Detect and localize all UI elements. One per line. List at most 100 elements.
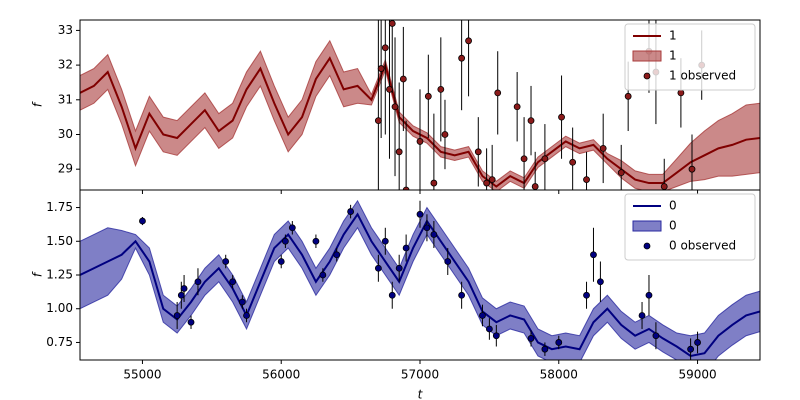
observed-point: [430, 231, 438, 238]
plot-area: [80, 20, 760, 190]
observed-point: [388, 20, 396, 27]
observed-point: [288, 224, 296, 232]
observed-point: [555, 339, 563, 346]
legend: 1 1 1 observed: [624, 23, 756, 91]
observed-point: [424, 92, 432, 100]
legend-box: [624, 23, 756, 91]
observed-point: [319, 271, 327, 279]
observed-point: [687, 345, 695, 353]
observed-point: [222, 258, 230, 265]
y-tick-label: 1.25: [46, 268, 73, 282]
observed-point: [660, 183, 668, 190]
observed-point: [444, 258, 452, 265]
observed-point: [386, 85, 393, 93]
legend-label: 0 observed: [669, 239, 736, 253]
observed-point: [416, 138, 424, 145]
legend-label: 0: [669, 199, 677, 213]
legend-marker: [643, 72, 651, 80]
observed-point: [388, 291, 396, 299]
y-tick-label: 29: [58, 162, 73, 176]
observed-point: [494, 89, 502, 97]
legend-label: 1: [669, 49, 677, 63]
x-tick-label: 56000: [262, 368, 300, 382]
observed-point: [492, 332, 500, 340]
confidence-band: [80, 39, 760, 190]
observed-point: [430, 179, 438, 187]
observed-point: [458, 291, 466, 299]
observed-point: [423, 224, 431, 232]
observed-point: [583, 291, 590, 299]
legend-label: 1 observed: [669, 69, 736, 83]
observed-point: [599, 144, 607, 152]
observed-point: [617, 169, 625, 177]
y-tick-label: 33: [58, 23, 73, 37]
legend: 0 0 0 observed: [624, 193, 756, 261]
y-axis-label: f: [31, 101, 45, 107]
observed-point: [520, 155, 528, 163]
mean-line: [80, 212, 760, 358]
observed-point: [377, 65, 385, 72]
observed-point: [381, 237, 389, 245]
observed-point: [488, 176, 496, 183]
observed-point: [569, 158, 577, 166]
observed-point: [531, 183, 539, 190]
observed-point: [645, 291, 653, 299]
y-tick-label: 32: [58, 58, 73, 72]
observed-point: [238, 298, 246, 306]
x-tick-label: 58000: [540, 368, 578, 382]
observed-point: [277, 258, 285, 265]
observed-point: [374, 117, 382, 125]
legend-patch: [632, 220, 662, 232]
observed-point: [187, 318, 195, 326]
observed-point: [513, 103, 521, 111]
y-tick-label: 1.50: [46, 234, 73, 248]
observed-point: [590, 251, 597, 259]
legend-patch: [632, 50, 662, 62]
observed-point: [229, 278, 237, 286]
confidence-band: [80, 199, 760, 360]
y-tick-label: 1.00: [46, 301, 73, 315]
observed-point: [458, 54, 466, 62]
observed-point: [624, 92, 632, 100]
observed-point: [243, 312, 250, 319]
observed-point: [395, 148, 403, 156]
observed-point: [527, 335, 535, 342]
observed-point: [391, 103, 399, 111]
observed-point: [694, 339, 701, 346]
observed-point: [333, 251, 341, 259]
observed-point: [558, 113, 565, 121]
legend-label: 0: [669, 219, 677, 233]
observed-point: [402, 244, 410, 252]
observed-point: [474, 148, 482, 156]
observed-point: [638, 312, 646, 319]
observed-point: [677, 89, 685, 97]
observed-point: [194, 278, 202, 286]
x-tick-label: 59000: [678, 368, 716, 382]
observed-point: [541, 345, 549, 353]
observed-point: [347, 208, 355, 215]
observed-point: [583, 176, 590, 183]
observed-point: [381, 44, 389, 52]
observed-point: [688, 165, 696, 173]
x-axis-label: t: [418, 388, 424, 400]
plot-area: [80, 199, 760, 360]
observed-point: [173, 312, 181, 319]
observed-point: [527, 117, 535, 125]
observed-point: [374, 264, 382, 272]
observed-point: [441, 131, 449, 138]
observed-point: [437, 85, 445, 93]
legend-marker: [643, 242, 651, 250]
y-axis-label: f: [31, 271, 45, 277]
legend-label: 1: [669, 29, 677, 43]
observed-point: [479, 312, 486, 319]
y-tick-label: 1.75: [46, 200, 73, 214]
observed-point: [485, 325, 493, 333]
legend-box: [624, 193, 756, 261]
observed-point: [465, 37, 472, 45]
observed-point: [281, 237, 289, 245]
observed-point: [541, 155, 549, 163]
observed-point: [652, 332, 660, 340]
observed-point: [416, 210, 424, 218]
observed-point: [139, 217, 146, 225]
